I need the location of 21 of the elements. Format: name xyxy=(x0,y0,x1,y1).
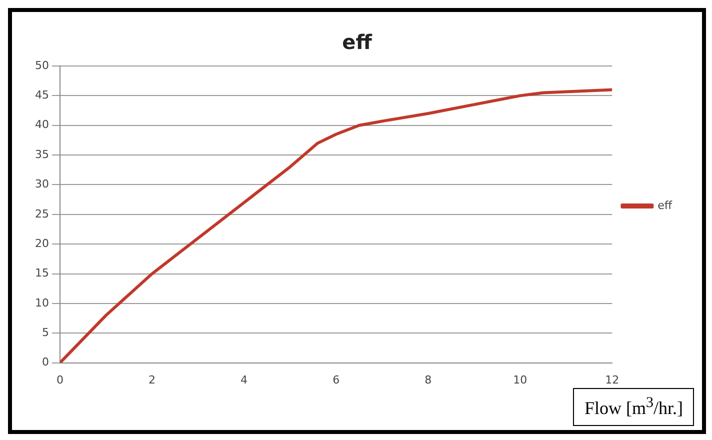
x-tick-label: 4 xyxy=(240,373,248,386)
x-tick-label: 2 xyxy=(148,373,156,386)
y-tick-label: 35 xyxy=(34,148,49,161)
y-tick-label: 0 xyxy=(42,356,49,369)
y-tick-label: 50 xyxy=(34,58,49,72)
legend-label: eff xyxy=(658,198,672,212)
x-tick-label: 0 xyxy=(56,373,64,386)
y-tick-label: 5 xyxy=(42,326,49,339)
x-tick-label: 10 xyxy=(513,373,528,386)
x-tick-label: 12 xyxy=(605,373,620,386)
chart-title: eff xyxy=(342,30,373,54)
y-tick-label: 15 xyxy=(34,266,49,280)
y-tick-label: 45 xyxy=(34,88,49,102)
y-tick-label: 40 xyxy=(34,118,49,132)
y-tick-label: 20 xyxy=(34,236,49,250)
y-tick-label: 30 xyxy=(34,178,49,191)
y-tick-label: 25 xyxy=(34,207,49,220)
y-tick-label: 10 xyxy=(34,296,49,310)
x-axis-title: Flow [m$^{3}$/hr.] xyxy=(573,388,694,426)
x-tick-label: 6 xyxy=(332,373,340,386)
x-tick-label: 8 xyxy=(424,373,432,386)
